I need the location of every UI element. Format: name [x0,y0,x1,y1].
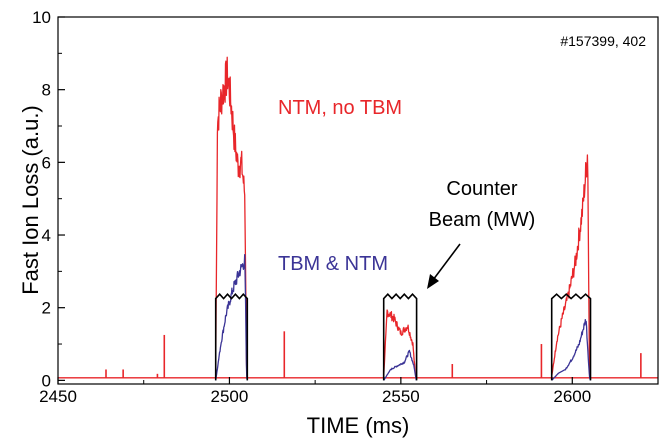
x-tick-label: 2550 [382,387,420,406]
blue-trace-segment [215,254,248,381]
plot-frame [57,16,659,385]
ticks-layer: 2450 2500 2550 2600 0 2 4 6 8 10 [32,8,591,406]
red-trace-segment [215,56,248,378]
x-tick-label: 2500 [211,387,249,406]
y-tick-label: 0 [42,371,51,390]
red-trace-segment [551,154,592,378]
y-axis-title: Fast Ion Loss (a.u.) [18,105,43,295]
beam-pulse [550,293,592,381]
beam-pulse [382,293,418,381]
x-tick-label: 2450 [39,387,77,406]
blue-trace-segment [383,349,417,381]
y-tick-label: 4 [42,226,51,245]
x-axis-title: TIME (ms) [307,413,410,438]
blue-trace-segment [551,318,592,381]
series-layer [58,56,658,381]
counter-beam-label-line2: Beam (MW) [429,209,536,231]
y-tick-label: 2 [42,299,51,318]
shot-number-label: #157399, 402 [560,33,646,49]
counter-beam-label-line1: Counter [446,178,517,200]
beam-pulse [214,293,249,381]
y-tick-label: 6 [42,153,51,172]
y-tick-label: 8 [42,81,51,100]
ntm-no-tbm-label: NTM, no TBM [278,97,402,119]
tbm-and-ntm-label: TBM & NTM [278,253,388,275]
y-tick-label: 10 [32,8,51,27]
red-trace-segment [383,309,417,378]
beam-arrow [427,243,461,289]
x-tick-label: 2600 [553,387,591,406]
